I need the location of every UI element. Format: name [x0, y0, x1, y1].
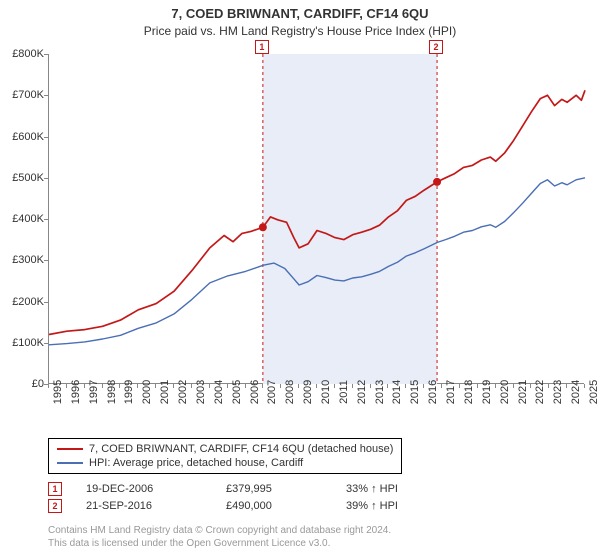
yaxis-label: £100K	[0, 337, 44, 349]
sale-marker-1: 1	[255, 40, 269, 54]
yaxis-label: £200K	[0, 296, 44, 308]
xtick	[245, 384, 246, 388]
legend-item: 7, COED BRIWNANT, CARDIFF, CF14 6QU (det…	[57, 442, 393, 456]
ytick	[44, 178, 48, 179]
ytick	[44, 137, 48, 138]
license-text: Contains HM Land Registry data © Crown c…	[48, 524, 391, 550]
sale-row: 2 21-SEP-2016£490,00039% ↑ HPI	[48, 499, 398, 513]
sale-date: 19-DEC-2006	[86, 483, 226, 495]
xtick	[495, 384, 496, 388]
sale-vs-hpi: 39% ↑ HPI	[346, 500, 398, 512]
xtick	[352, 384, 353, 388]
yaxis-label: £800K	[0, 48, 44, 60]
sale-date: 21-SEP-2016	[86, 500, 226, 512]
xtick	[262, 384, 263, 388]
xtick	[66, 384, 67, 388]
xtick	[155, 384, 156, 388]
xtick	[530, 384, 531, 388]
yaxis-label: £500K	[0, 172, 44, 184]
xtick	[316, 384, 317, 388]
xtick	[405, 384, 406, 388]
legend-label: 7, COED BRIWNANT, CARDIFF, CF14 6QU (det…	[89, 443, 393, 455]
sale-row-marker: 2	[48, 499, 62, 513]
page-title: 7, COED BRIWNANT, CARDIFF, CF14 6QU	[0, 0, 600, 21]
xtick	[84, 384, 85, 388]
yaxis-label: £400K	[0, 213, 44, 225]
ytick	[44, 302, 48, 303]
xtick	[566, 384, 567, 388]
xtick	[280, 384, 281, 388]
xtick	[423, 384, 424, 388]
xtick	[513, 384, 514, 388]
ytick	[44, 343, 48, 344]
xtick	[173, 384, 174, 388]
sale-price: £490,000	[226, 500, 346, 512]
ytick	[44, 95, 48, 96]
xtick	[334, 384, 335, 388]
sale-row: 1 19-DEC-2006£379,99533% ↑ HPI	[48, 482, 398, 496]
xtick	[548, 384, 549, 388]
xtick	[459, 384, 460, 388]
xtick	[584, 384, 585, 388]
legend-label: HPI: Average price, detached house, Card…	[89, 457, 303, 469]
legend-swatch	[57, 462, 83, 464]
xaxis-label: 2025	[588, 380, 600, 404]
xtick	[298, 384, 299, 388]
legend-box: 7, COED BRIWNANT, CARDIFF, CF14 6QU (det…	[48, 438, 402, 474]
ytick	[44, 219, 48, 220]
ytick	[44, 54, 48, 55]
xtick	[477, 384, 478, 388]
xtick	[209, 384, 210, 388]
page-subtitle: Price paid vs. HM Land Registry's House …	[0, 21, 600, 38]
license-line1: Contains HM Land Registry data © Crown c…	[48, 524, 391, 537]
xtick	[441, 384, 442, 388]
sale-row-marker: 1	[48, 482, 62, 496]
plot-svg	[49, 54, 585, 384]
yaxis-label: £700K	[0, 89, 44, 101]
xtick	[370, 384, 371, 388]
chart-container: £0 £100K £200K £300K £400K £500K £600K £700K £80…	[0, 44, 600, 434]
sale-rows: 1 19-DEC-2006£379,99533% ↑ HPI 2 21-SEP-201…	[48, 482, 398, 516]
legend-item: HPI: Average price, detached house, Card…	[57, 456, 393, 470]
xtick	[387, 384, 388, 388]
yaxis-label: £600K	[0, 131, 44, 143]
plot-area	[48, 54, 584, 384]
yaxis-label: £300K	[0, 254, 44, 266]
legend-swatch	[57, 448, 83, 450]
license-line2: This data is licensed under the Open Gov…	[48, 537, 391, 550]
sale-price: £379,995	[226, 483, 346, 495]
xtick	[191, 384, 192, 388]
sale-vs-hpi: 33% ↑ HPI	[346, 483, 398, 495]
xtick	[119, 384, 120, 388]
xtick	[137, 384, 138, 388]
xtick	[227, 384, 228, 388]
xtick	[48, 384, 49, 388]
ytick	[44, 260, 48, 261]
sale-marker-2: 2	[429, 40, 443, 54]
xtick	[102, 384, 103, 388]
yaxis-label: £0	[0, 378, 44, 390]
